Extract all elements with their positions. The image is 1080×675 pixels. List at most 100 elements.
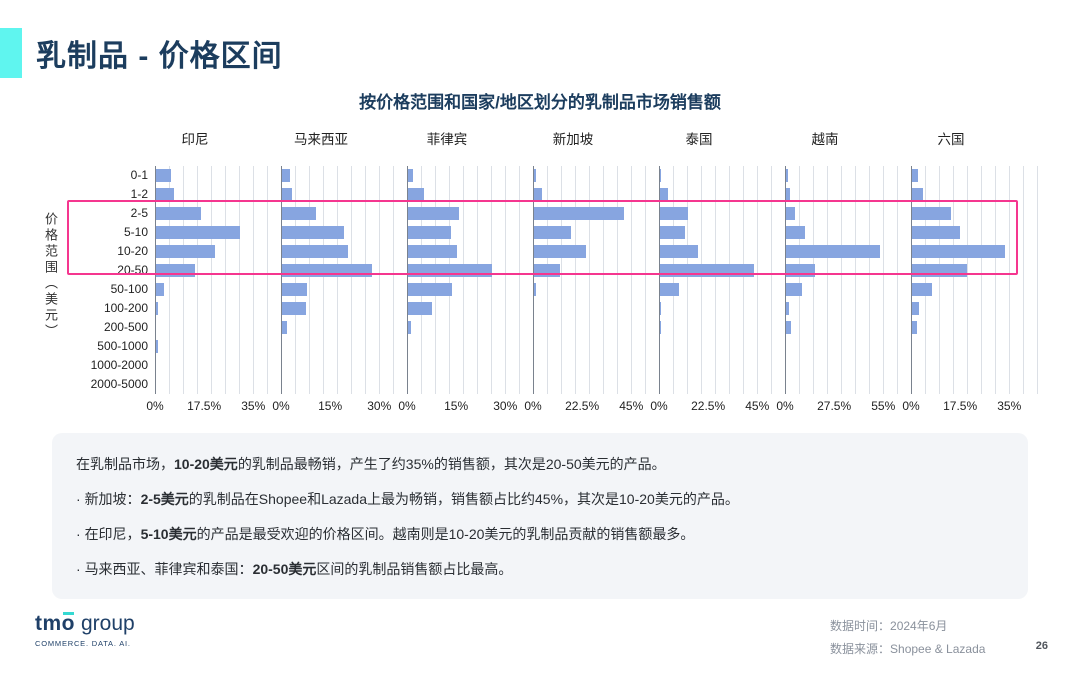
slide-header: 乳制品 - 价格区间	[0, 28, 283, 78]
bar-row	[533, 318, 659, 337]
x-axis-ticks: 0% 27.5% 55%	[776, 399, 911, 415]
chart-panel: 马来西亚 0% 15% 30%	[272, 120, 408, 420]
bar-row	[155, 261, 281, 280]
gridline	[182, 166, 184, 394]
axis-line	[155, 166, 156, 394]
gridline	[420, 166, 422, 394]
gridline	[364, 166, 366, 394]
bar-row	[407, 261, 533, 280]
x-tick-label: 0%	[524, 399, 542, 413]
bar-row	[785, 185, 911, 204]
bar-row	[533, 280, 659, 299]
x-tick-label: 0%	[776, 399, 794, 413]
x-tick-label: 15%	[444, 399, 469, 413]
value-bar	[534, 245, 587, 258]
panel-country-label: 印尼	[181, 132, 209, 147]
gridline	[210, 166, 212, 394]
insight-bold-text: 5-10美元	[140, 526, 197, 542]
panel-country-label: 六国	[937, 132, 965, 147]
bar-row	[155, 242, 281, 261]
bar-row	[281, 166, 407, 185]
value-bar	[408, 169, 413, 182]
bar-row	[785, 375, 911, 394]
bar-row	[407, 375, 533, 394]
insight-text: 的产品是最受欢迎的价格区间。越南则是10-20美元的乳制品贡献的销售额最多。	[196, 526, 695, 542]
value-bar	[786, 283, 803, 296]
axis-line	[407, 166, 408, 394]
value-bar	[912, 283, 932, 296]
bar-row	[659, 299, 785, 318]
gridline	[644, 166, 646, 394]
insight-line: · 马来西亚、菲律宾和泰国：20-50美元区间的乳制品销售额占比最高。	[76, 558, 1004, 580]
x-axis-ticks: 0% 17.5% 35%	[146, 399, 281, 415]
insight-text: 马来西亚、菲律宾和泰国：	[84, 561, 253, 577]
value-bar	[156, 283, 165, 296]
bar-row	[407, 223, 533, 242]
value-bar	[408, 302, 432, 315]
bar-row	[281, 204, 407, 223]
bar-row	[785, 204, 911, 223]
x-tick-label: 30%	[493, 399, 518, 413]
bar-row	[785, 280, 911, 299]
value-bar	[534, 283, 536, 296]
logo-wordmark: tmo	[35, 612, 75, 635]
value-bar	[786, 169, 789, 182]
gridline	[686, 166, 688, 394]
gridline	[322, 166, 324, 394]
value-bar	[786, 207, 795, 220]
axis-line	[533, 166, 534, 394]
x-axis-ticks: 0% 17.5% 35%	[902, 399, 1037, 415]
axis-line	[785, 166, 786, 394]
bar-row	[533, 242, 659, 261]
gridline	[938, 166, 940, 394]
gridline	[826, 166, 828, 394]
bar-row	[785, 166, 911, 185]
bar-row	[155, 337, 281, 356]
x-tick-label: 17.5%	[187, 399, 222, 413]
value-bar	[156, 188, 175, 201]
bar-row	[911, 242, 1037, 261]
panel-country-label: 越南	[811, 132, 839, 147]
panel-country-label: 泰国	[685, 132, 713, 147]
gridline	[602, 166, 604, 394]
value-bar	[282, 207, 317, 220]
x-tick-label: 35%	[997, 399, 1022, 413]
value-bar	[660, 321, 662, 334]
value-bar	[156, 245, 215, 258]
value-bar	[660, 264, 754, 277]
gridline	[196, 166, 198, 394]
page-title: 乳制品 - 价格区间	[36, 40, 283, 73]
bar-row	[281, 356, 407, 375]
bar-row	[281, 261, 407, 280]
gridline	[854, 166, 856, 394]
value-bar	[282, 245, 348, 258]
x-axis-ticks: 0% 22.5% 45%	[650, 399, 785, 415]
bar-row	[533, 375, 659, 394]
value-bar	[156, 207, 201, 220]
category-label: 2-5	[130, 206, 148, 220]
insight-bold-text: 2-5美元	[140, 491, 189, 507]
insight-bold-text: 20-50美元	[252, 561, 317, 577]
bar-row	[407, 280, 533, 299]
x-tick-label: 30%	[367, 399, 392, 413]
gridline	[1022, 166, 1024, 394]
gridline	[714, 166, 716, 394]
value-bar	[660, 283, 679, 296]
x-tick-label: 22.5%	[565, 399, 600, 413]
gridline	[588, 166, 590, 394]
chart-plot-area: 价格范围（美元） 0-1 1-2 2-5 5-10 10-20 20-50 50-100 10…	[32, 120, 1080, 420]
bar-row	[533, 299, 659, 318]
bar-row	[155, 185, 281, 204]
bar-row	[155, 166, 281, 185]
gridline	[518, 166, 520, 394]
insight-line: · 在印尼，5-10美元的产品是最受欢迎的价格区间。越南则是10-20美元的乳制…	[76, 523, 1004, 545]
bar-row	[155, 223, 281, 242]
gridline	[616, 166, 618, 394]
gridline	[700, 166, 702, 394]
value-bar	[282, 264, 373, 277]
chart-panel: 菲律宾 0% 15% 30%	[398, 120, 534, 420]
value-bar	[534, 226, 572, 239]
value-bar	[156, 302, 158, 315]
x-axis-ticks: 0% 22.5% 45%	[524, 399, 659, 415]
bar-row	[281, 280, 407, 299]
